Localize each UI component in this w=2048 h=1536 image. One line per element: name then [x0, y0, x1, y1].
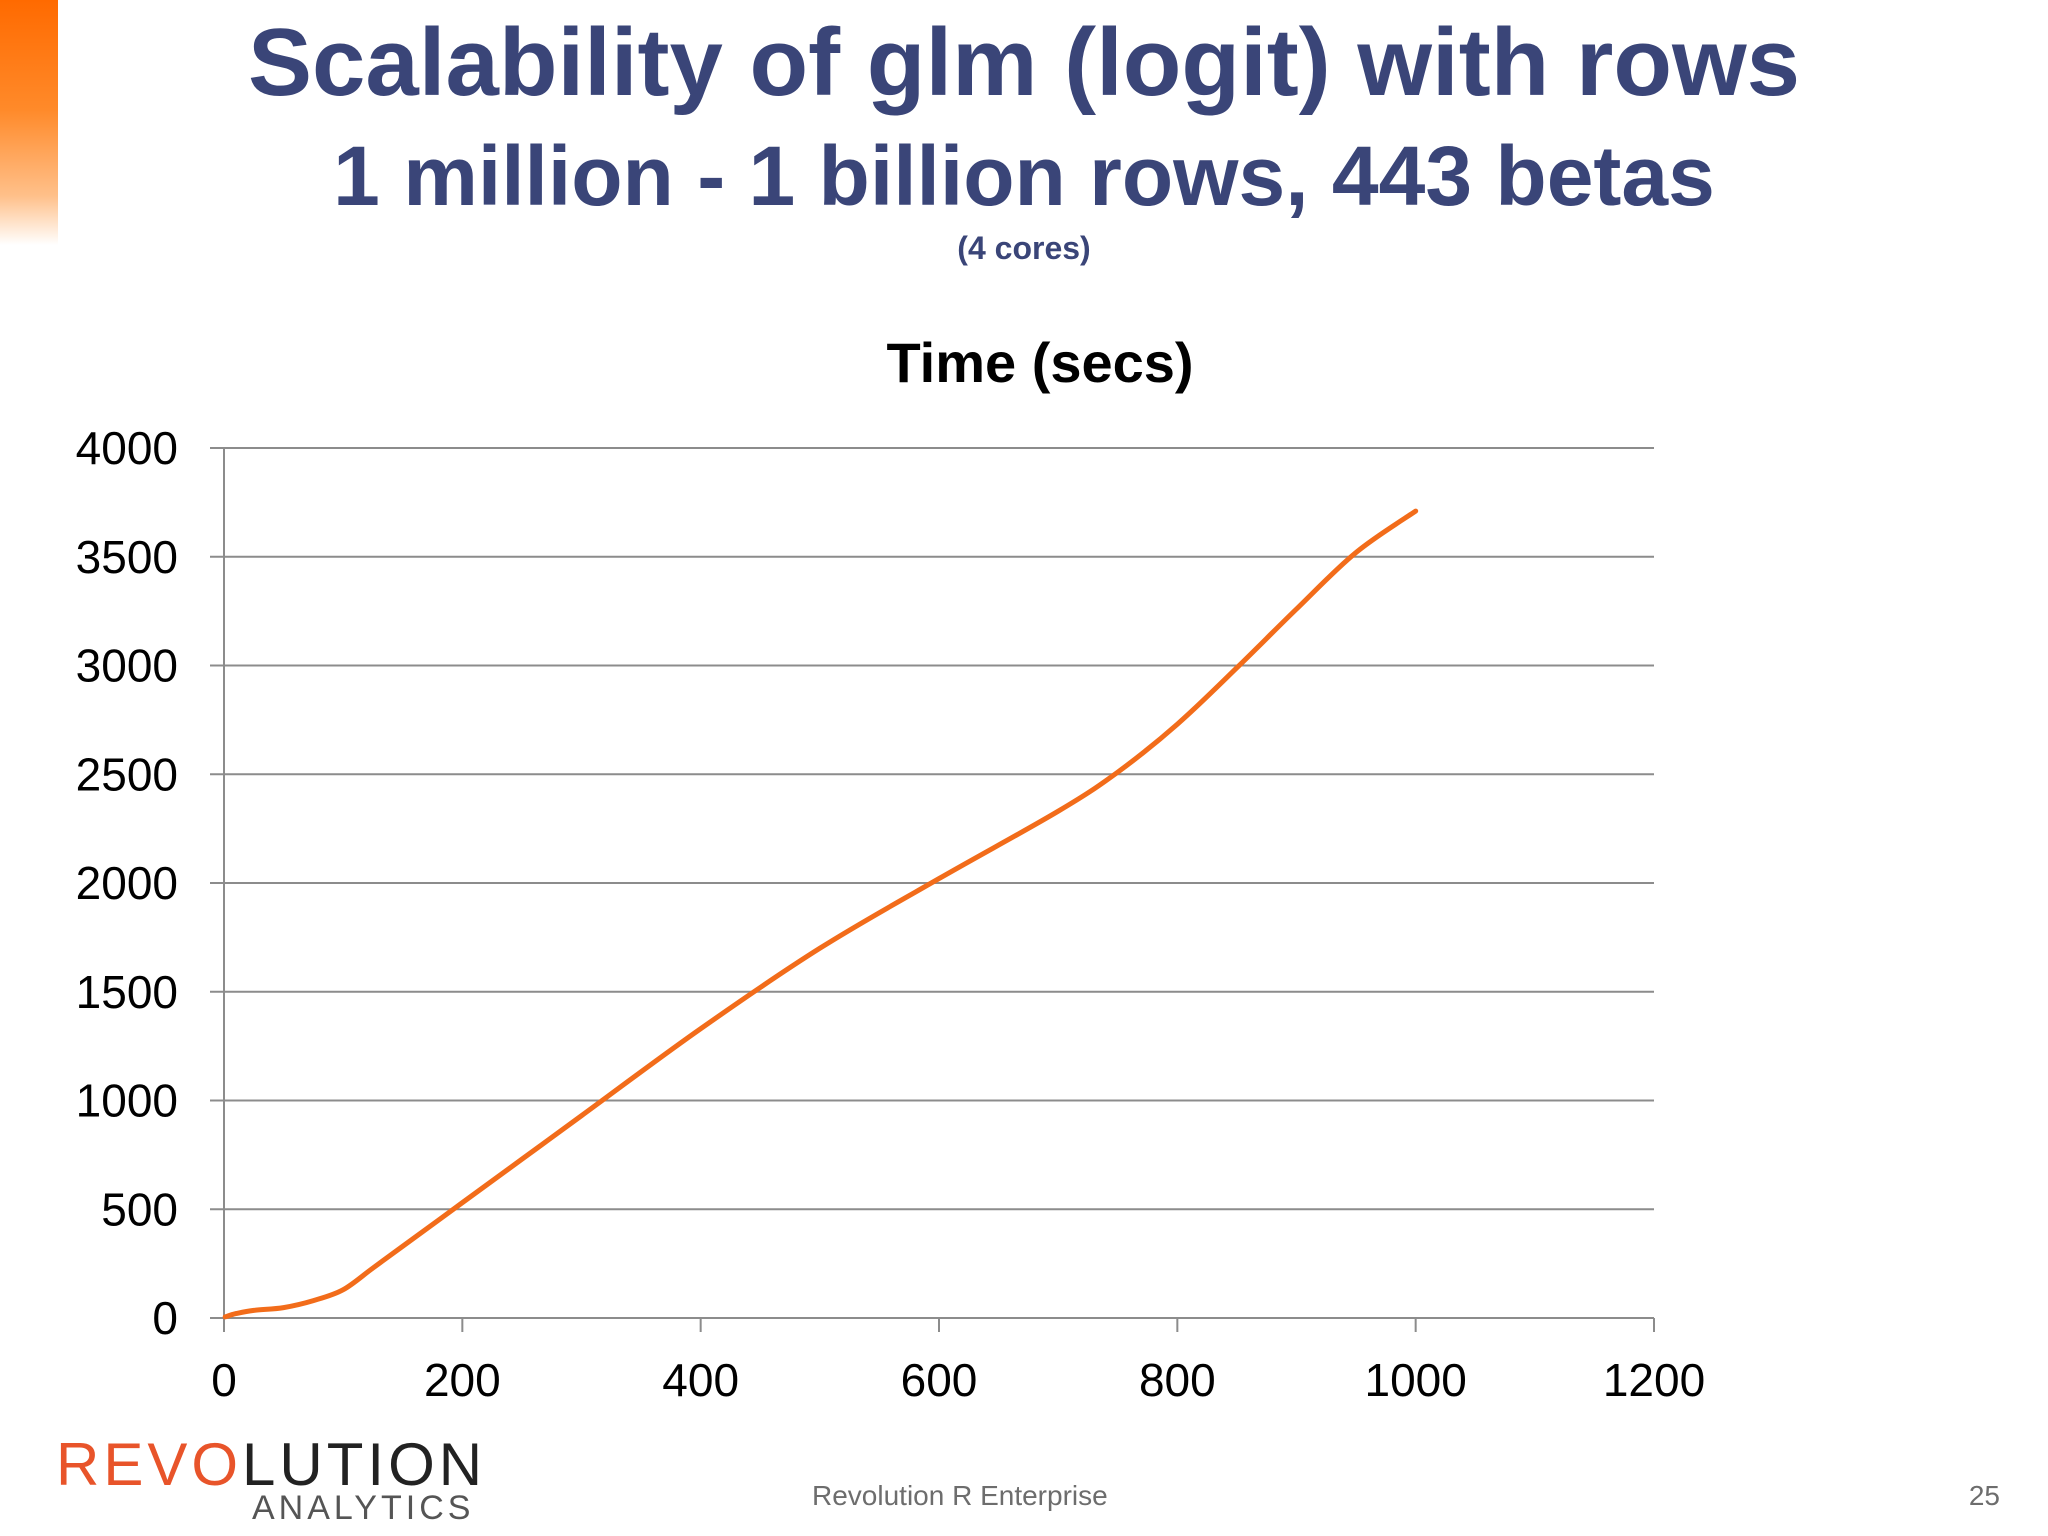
- y-tick-label: 2500: [76, 748, 178, 800]
- y-tick-label: 0: [152, 1292, 178, 1344]
- x-tick-label: 200: [424, 1354, 501, 1400]
- x-tick-label: 400: [662, 1354, 739, 1400]
- slide-title: Scalability of glm (logit) with rows: [247, 9, 1801, 116]
- company-logo: REVOLUTION ANALYTICS: [56, 1430, 482, 1530]
- y-tick-label: 1500: [76, 966, 178, 1018]
- logo-part1: REVO: [56, 1431, 243, 1498]
- x-tick-label: 1200: [1603, 1354, 1705, 1400]
- y-tick-label: 3000: [76, 640, 178, 692]
- logo-subtext: ANALYTICS: [252, 1489, 475, 1527]
- footer-text: Revolution R Enterprise: [812, 1480, 1108, 1511]
- gridlines: [224, 447, 1654, 1211]
- slide-subtitle: 1 million - 1 billion rows, 443 betas: [333, 129, 1715, 223]
- x-tick-label: 600: [901, 1354, 978, 1400]
- axes: 0 500 1000 1500 2000 2500 3000 3500 4000 0 200 400 6…: [76, 422, 1706, 1400]
- logo-part2: LUTION: [242, 1431, 487, 1498]
- y-tick-label: 4000: [76, 422, 178, 474]
- x-tick-label: 1000: [1364, 1354, 1466, 1400]
- chart-title: Time (secs): [886, 331, 1193, 394]
- y-tick-label: 3500: [76, 531, 178, 583]
- slide-note: (4 cores): [957, 230, 1091, 266]
- y-tick-label: 1000: [76, 1075, 178, 1127]
- page-number: 25: [1968, 1480, 2000, 1511]
- y-tick-label: 2000: [76, 857, 178, 909]
- line-chart: Time (secs) 0500100015002000250030003500…: [76, 331, 1706, 1400]
- x-tick-label: 800: [1139, 1354, 1216, 1400]
- x-tick-label: 0: [211, 1354, 237, 1400]
- corner-accent: [0, 0, 58, 245]
- series-layer: [222, 508, 1419, 1320]
- series-line-0: [222, 508, 1419, 1320]
- logo-wordmark: REVOLUTION: [56, 1430, 486, 1500]
- y-tick-label: 500: [101, 1183, 178, 1235]
